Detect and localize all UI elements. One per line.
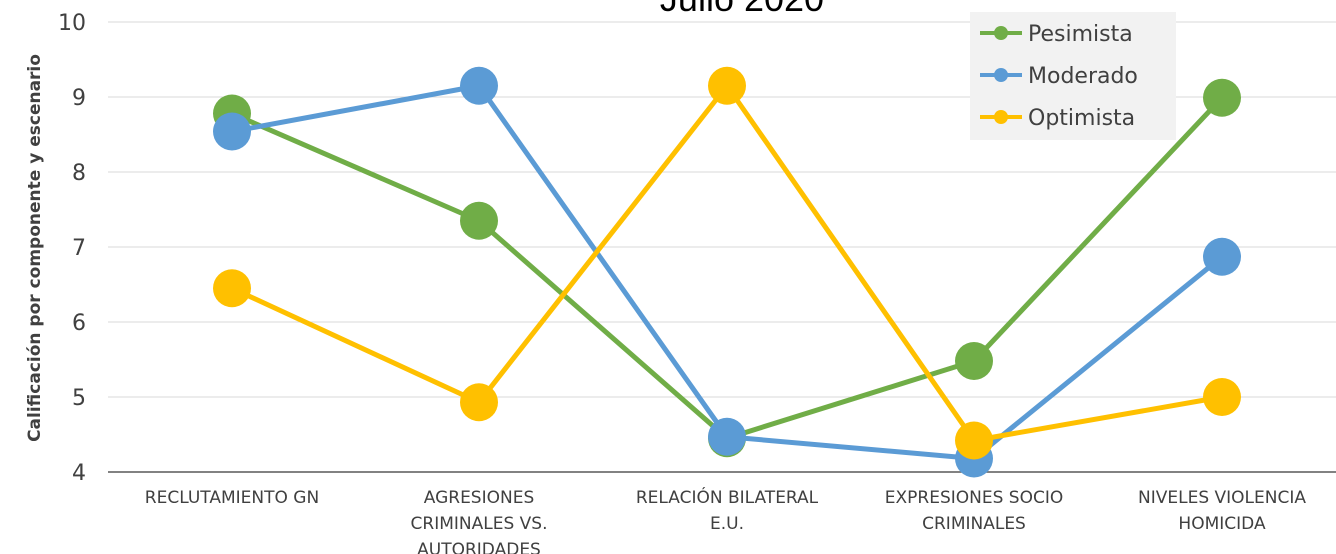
data-point	[460, 201, 498, 240]
data-point	[708, 66, 746, 105]
data-point	[460, 383, 498, 422]
y-tick-label: 6	[72, 311, 86, 336]
legend-marker	[994, 26, 1008, 40]
y-tick-label: 10	[58, 11, 86, 36]
data-point	[1203, 378, 1241, 416]
data-point	[955, 421, 993, 460]
data-point	[213, 112, 251, 151]
legend-item-optimista: Optimista	[980, 106, 1135, 131]
legend-label: Pesimista	[1028, 22, 1133, 47]
legend-label: Optimista	[1028, 106, 1135, 131]
y-tick-label: 9	[72, 86, 86, 111]
y-tick-label: 8	[72, 161, 86, 186]
data-point	[1203, 78, 1241, 117]
data-point	[708, 417, 746, 456]
series-optimista	[213, 66, 1241, 460]
data-point	[1203, 237, 1241, 276]
x-tick-label: RELACIÓN BILATERAL E.U.	[636, 486, 819, 534]
data-point	[213, 269, 251, 308]
legend-item-pesimista: Pesimista	[980, 22, 1133, 47]
data-point	[955, 342, 993, 380]
y-tick-label: 5	[72, 386, 86, 411]
x-axis-ticks: RECLUTAMIENTO GN AGRESIONES CRIMINALES VS.…	[145, 486, 1307, 554]
legend: Pesimista Moderado Optimista	[970, 12, 1176, 140]
series-group	[213, 66, 1241, 478]
legend-label: Moderado	[1028, 64, 1138, 89]
x-tick-label: RECLUTAMIENTO GN	[145, 488, 319, 508]
chart-title: Julio 2020	[660, 0, 824, 19]
legend-marker	[994, 110, 1008, 124]
x-tick-label: EXPRESIONES SOCIO CRIMINALES	[885, 488, 1063, 534]
series-line	[229, 83, 1225, 461]
x-tick-label: AGRESIONES CRIMINALES VS. AUTORIDADES	[411, 488, 548, 554]
x-tick-label: NIVELES VIOLENCIA HOMICIDA	[1138, 488, 1306, 534]
legend-marker	[994, 68, 1008, 82]
series-line	[229, 95, 1225, 441]
data-point	[460, 66, 498, 105]
y-tick-label: 7	[72, 236, 86, 261]
y-axis-ticks: 4 5 6 7 8 9 10	[58, 11, 86, 486]
y-tick-label: 4	[72, 461, 86, 486]
legend-item-moderado: Moderado	[980, 64, 1138, 89]
y-axis-label: Calificación por componente y escenario	[25, 54, 45, 442]
